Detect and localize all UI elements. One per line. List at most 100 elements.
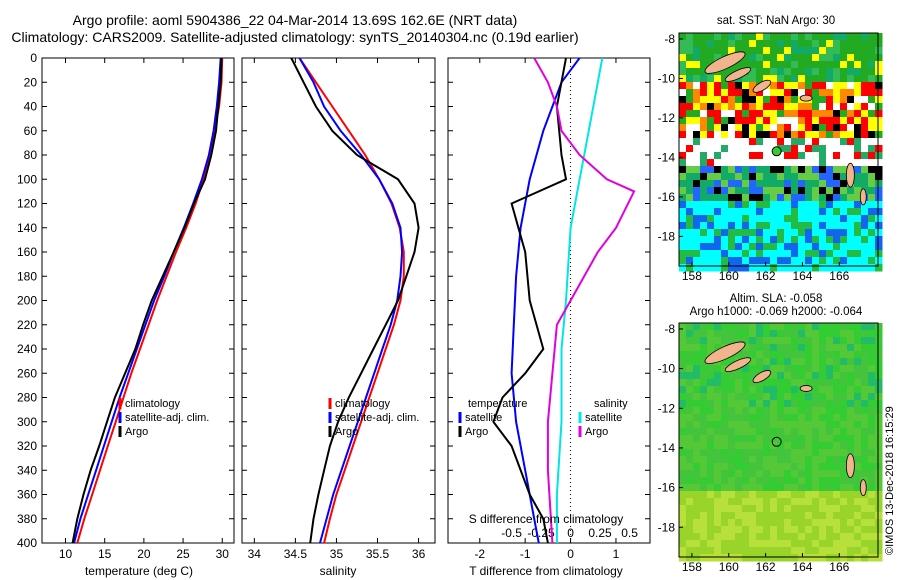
map-cell [847, 75, 855, 83]
map-cell [861, 554, 869, 562]
map-cell [749, 250, 757, 258]
map-cell [679, 442, 687, 450]
map-cell [679, 512, 687, 520]
map-cell [826, 152, 834, 160]
map-cell [714, 110, 722, 118]
map-cell [770, 351, 778, 359]
map-cell [875, 243, 883, 251]
map-cell [833, 138, 841, 146]
map-cell [686, 117, 694, 125]
map-cell [763, 526, 771, 534]
map-cell [798, 103, 806, 111]
map-cell [693, 75, 701, 83]
map-cell [728, 194, 736, 202]
map-cell [805, 47, 813, 55]
map-cell [847, 386, 855, 394]
map-cell [784, 68, 792, 76]
map-cell [770, 250, 778, 258]
map-cell [826, 393, 834, 401]
map-cell [763, 393, 771, 401]
map-cell [840, 386, 848, 394]
map-cell [756, 131, 764, 139]
map-cell [819, 117, 827, 125]
map-cell [854, 236, 862, 244]
map-cell [819, 477, 827, 485]
x-tick-label: 25 [176, 547, 190, 561]
map-cell [875, 194, 883, 202]
map-cell [679, 456, 687, 464]
map-cell [798, 201, 806, 209]
map-cell [728, 145, 736, 153]
map-cell [735, 243, 743, 251]
map-cell [840, 435, 848, 443]
map-cell [721, 124, 729, 132]
map-cell [700, 264, 708, 272]
map-cell [812, 243, 820, 251]
map-cell [700, 68, 708, 76]
map-cell [861, 505, 869, 513]
map-cell [693, 547, 701, 555]
map-cell [700, 337, 708, 345]
map-cell [693, 103, 701, 111]
map-cell [770, 372, 778, 380]
map-cell [784, 89, 792, 97]
map-cell [791, 449, 799, 457]
map-cell [812, 526, 820, 534]
map-cell [847, 229, 855, 237]
map-cell [756, 337, 764, 345]
map-cell [763, 456, 771, 464]
map-cell [819, 393, 827, 401]
map-cell [728, 264, 736, 272]
map-cell [700, 519, 708, 527]
map-cell [833, 264, 841, 272]
map-cell [784, 330, 792, 338]
map-cell [756, 215, 764, 223]
map-cell [805, 152, 813, 160]
map-cell [854, 138, 862, 146]
map-cell [805, 201, 813, 209]
series-line [492, 57, 568, 544]
map-cell [777, 505, 785, 513]
map-cell [868, 166, 876, 174]
map-cell [735, 498, 743, 506]
map-cell [805, 166, 813, 174]
map-y-tick-label: -18 [658, 229, 676, 243]
map-cell [826, 201, 834, 209]
map-cell [763, 414, 771, 422]
map-cell [770, 166, 778, 174]
map-cell [742, 540, 750, 548]
map-cell [700, 243, 708, 251]
map-cell [847, 540, 855, 548]
map-cell [833, 519, 841, 527]
map-cell [749, 61, 757, 69]
map-cell [784, 82, 792, 90]
map-cell [805, 505, 813, 513]
map-cell [819, 386, 827, 394]
map-cell [798, 152, 806, 160]
map-cell [840, 540, 848, 548]
map-cell [770, 533, 778, 541]
map-cell [805, 257, 813, 265]
map-cell [770, 456, 778, 464]
map-cell [679, 236, 687, 244]
map-cell [707, 323, 715, 331]
map-cell [728, 330, 736, 338]
map-cell [791, 138, 799, 146]
map-cell [770, 103, 778, 111]
map-cell [770, 159, 778, 167]
map-cell [833, 421, 841, 429]
map-cell [833, 61, 841, 69]
map-cell [784, 344, 792, 352]
map-cell [868, 201, 876, 209]
map-cell [805, 264, 813, 272]
salinity-panel: 34 34.5 35 35.5 36climatologysatellite-adj. … [241, 57, 436, 561]
map-cell [861, 229, 869, 237]
map-cell [735, 103, 743, 111]
map-cell [875, 505, 883, 513]
map-cell [770, 131, 778, 139]
map-cell [693, 166, 701, 174]
map-cell [707, 365, 715, 373]
map-cell [819, 470, 827, 478]
map-cell [875, 145, 883, 153]
map-cell [777, 330, 785, 338]
